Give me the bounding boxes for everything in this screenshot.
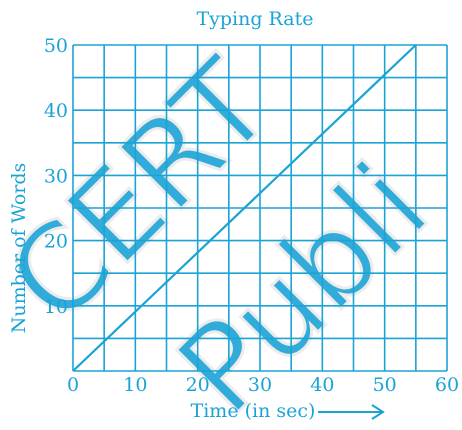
y-tick-label: 10 [44, 296, 68, 318]
series-layer [72, 44, 417, 372]
x-tick-label: 50 [373, 374, 397, 396]
x-tick-label: 20 [186, 374, 210, 396]
x-tick-label: 0 [67, 374, 79, 396]
x-tick-label: 30 [248, 374, 272, 396]
y-tick-label: 20 [44, 231, 68, 253]
x-axis-label: Time (in sec) [191, 400, 316, 422]
chart-title: Typing Rate [196, 8, 313, 30]
series-line [72, 44, 417, 372]
y-axis-label: Number of Words [8, 163, 30, 334]
x-tick-label: 60 [435, 374, 459, 396]
tick-labels: 0 10 20 30 40 50 60 10 20 30 40 50 [44, 35, 459, 396]
grid [72, 44, 448, 372]
y-tick-label: 50 [44, 35, 68, 57]
x-tick-label: 10 [123, 374, 147, 396]
y-tick-label: 40 [44, 100, 68, 122]
x-tick-label: 40 [310, 374, 334, 396]
y-tick-label: 30 [44, 165, 68, 187]
arrow-right-icon [318, 404, 385, 420]
